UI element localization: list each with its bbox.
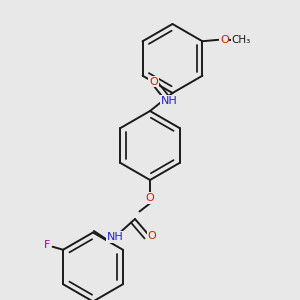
Text: O: O [220, 35, 229, 45]
Text: NH: NH [160, 95, 177, 106]
Text: O: O [149, 77, 158, 87]
Text: F: F [44, 240, 50, 250]
Text: O: O [147, 231, 156, 242]
Text: CH₃: CH₃ [232, 35, 251, 45]
Text: O: O [146, 193, 154, 203]
Text: NH: NH [107, 232, 124, 242]
